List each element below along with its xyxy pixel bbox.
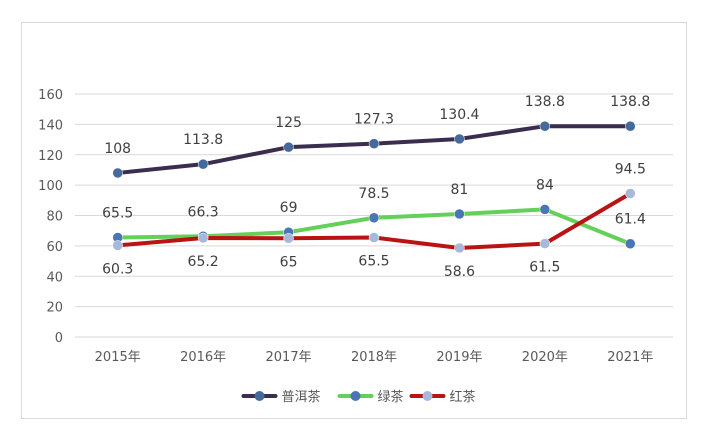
data-point[interactable] [625, 188, 636, 199]
legend-marker-swatch [350, 391, 361, 401]
data-label: 66.3 [188, 204, 219, 220]
data-label: 65 [280, 254, 298, 270]
data-label: 61.5 [529, 260, 560, 276]
data-label: 138.8 [610, 94, 650, 110]
data-label: 125 [275, 115, 302, 131]
legend-marker-swatch [422, 391, 433, 401]
data-point[interactable] [112, 167, 123, 179]
data-label: 65.5 [102, 206, 133, 222]
data-point[interactable] [112, 240, 123, 251]
data-point[interactable] [625, 238, 636, 249]
data-label: 61.4 [615, 212, 646, 228]
legend[interactable]: 普洱茶 绿茶 红茶 [241, 389, 476, 405]
y-axis-ticks: 0 20 40 60 80 100 120 140 160 [38, 88, 63, 346]
data-label: 113.8 [183, 132, 223, 148]
legend-item-1[interactable]: 普洱茶 [241, 389, 321, 405]
x-tick-label: 2019年 [436, 350, 482, 365]
data-point[interactable] [368, 138, 380, 149]
data-label: 65.5 [358, 254, 389, 270]
data-point[interactable] [454, 133, 465, 145]
data-point[interactable] [454, 242, 465, 254]
y-tick-label: 160 [38, 88, 63, 103]
y-tick-label: 140 [38, 118, 63, 133]
data-label: 84 [536, 177, 554, 193]
y-tick-label: 80 [46, 210, 63, 225]
data-point[interactable] [197, 158, 209, 170]
data-point[interactable] [539, 204, 551, 215]
data-label: 58.6 [444, 264, 475, 280]
data-label: 65.2 [188, 254, 219, 270]
legend-label: 红茶 [450, 389, 476, 405]
data-point[interactable] [454, 208, 465, 220]
data-label: 69 [280, 200, 298, 216]
legend-label: 绿茶 [378, 389, 404, 405]
y-tick-label: 20 [46, 301, 63, 316]
data-point[interactable] [539, 238, 551, 249]
data-label: 108 [104, 141, 131, 157]
data-labels: 108 113.8 125 127.3 130.4 138.8 138.8 65.5 66.3 6… [102, 94, 650, 280]
data-label: 130.4 [439, 107, 479, 123]
x-tick-label: 2021年 [607, 350, 653, 365]
data-label: 60.3 [102, 261, 133, 277]
x-tick-label: 2018年 [351, 350, 397, 365]
y-tick-label: 40 [46, 270, 63, 285]
data-point[interactable] [197, 232, 209, 244]
data-label: 81 [451, 182, 469, 198]
x-tick-label: 2015年 [95, 350, 141, 365]
y-tick-label: 0 [55, 331, 63, 346]
legend-label: 普洱茶 [282, 389, 321, 405]
data-point[interactable] [368, 212, 380, 224]
x-tick-label: 2017年 [266, 350, 312, 365]
legend-marker-swatch [254, 391, 265, 401]
x-axis-ticks: 2015年 2016年 2017年 2018年 2019年 2020年 2021年 [95, 350, 654, 365]
data-point[interactable] [539, 120, 551, 132]
data-point[interactable] [368, 232, 380, 243]
x-tick-label: 2020年 [522, 350, 568, 365]
data-point[interactable] [283, 141, 294, 153]
data-point[interactable] [625, 120, 636, 132]
data-label: 94.5 [615, 161, 646, 177]
data-label: 78.5 [358, 186, 389, 202]
y-tick-label: 100 [38, 179, 63, 194]
data-label: 138.8 [525, 94, 565, 110]
data-label: 127.3 [354, 112, 394, 128]
data-point[interactable] [283, 233, 294, 244]
legend-item-3[interactable]: 红茶 [409, 389, 476, 405]
legend-item-2[interactable]: 绿茶 [337, 389, 404, 405]
gridlines [75, 93, 673, 338]
y-tick-label: 120 [38, 149, 63, 164]
series-points [112, 120, 636, 254]
y-tick-label: 60 [46, 240, 63, 255]
x-tick-label: 2016年 [180, 350, 226, 365]
